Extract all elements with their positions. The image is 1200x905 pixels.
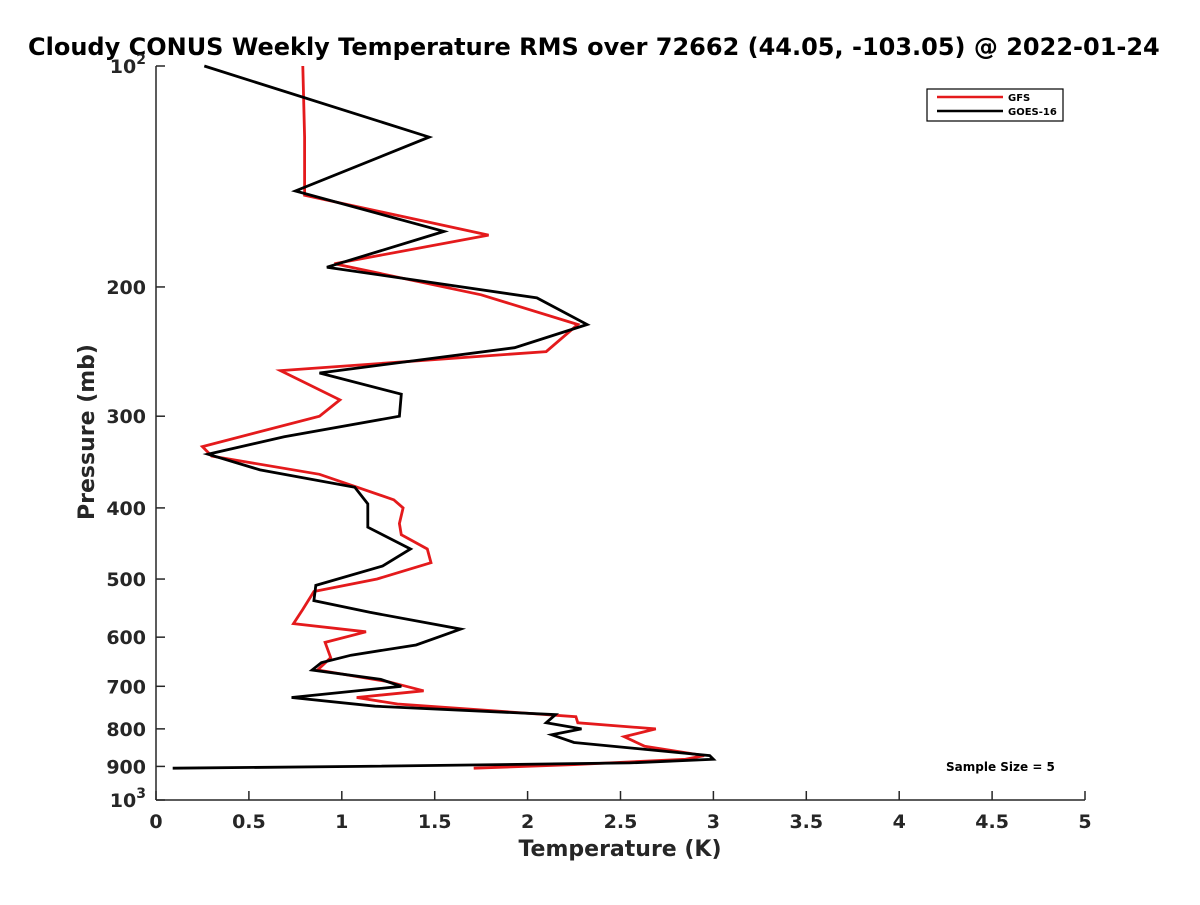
ticks-layer: 0 0.5 1 1.5 2 2.5 3 3.5 4 4.5 5 102 200 300 400 500 600 7… bbox=[106, 52, 1091, 833]
y-tick-label: 500 bbox=[106, 569, 146, 591]
x-tick-label: 4.5 bbox=[975, 811, 1009, 833]
y-tick-label: 700 bbox=[106, 676, 146, 698]
x-tick-label: 3 bbox=[707, 811, 720, 833]
y-tick-label: 600 bbox=[106, 627, 146, 649]
series-line-gfs bbox=[199, 65, 705, 770]
legend-label-gfs: GFS bbox=[1008, 93, 1030, 104]
y-tick-label: 900 bbox=[106, 756, 146, 778]
y-tick-label: 103 bbox=[110, 786, 146, 812]
y-tick-label: 200 bbox=[106, 277, 146, 299]
x-tick-label: 1.5 bbox=[418, 811, 452, 833]
y-tick-label: 800 bbox=[106, 719, 146, 741]
x-tick-label: 3.5 bbox=[789, 811, 823, 833]
y-axis-label: Pressure (mb) bbox=[75, 344, 100, 520]
x-tick-label: 5 bbox=[1078, 811, 1091, 833]
y-tick-label: 300 bbox=[106, 406, 146, 428]
x-tick-label: 4 bbox=[893, 811, 906, 833]
x-tick-label: 2 bbox=[521, 811, 534, 833]
series-line-goes-16 bbox=[172, 64, 717, 770]
y-tick-label: 102 bbox=[110, 52, 146, 78]
x-tick-label: 0.5 bbox=[232, 811, 266, 833]
y-tick-label: 400 bbox=[106, 498, 146, 520]
x-tick-label: 2.5 bbox=[604, 811, 638, 833]
chart-title: Cloudy CONUS Weekly Temperature RMS over… bbox=[28, 33, 1160, 61]
legend-box bbox=[926, 88, 1064, 122]
legend-label-goes-16: GOES-16 bbox=[1008, 107, 1057, 118]
x-tick-label: 1 bbox=[335, 811, 348, 833]
sample-size-annotation: Sample Size = 5 bbox=[946, 760, 1055, 774]
x-axis-label: Temperature (K) bbox=[518, 837, 721, 862]
x-tick-label: 0 bbox=[149, 811, 162, 833]
series-layer bbox=[172, 64, 717, 770]
legend: GFS GOES-16 bbox=[926, 88, 1064, 122]
